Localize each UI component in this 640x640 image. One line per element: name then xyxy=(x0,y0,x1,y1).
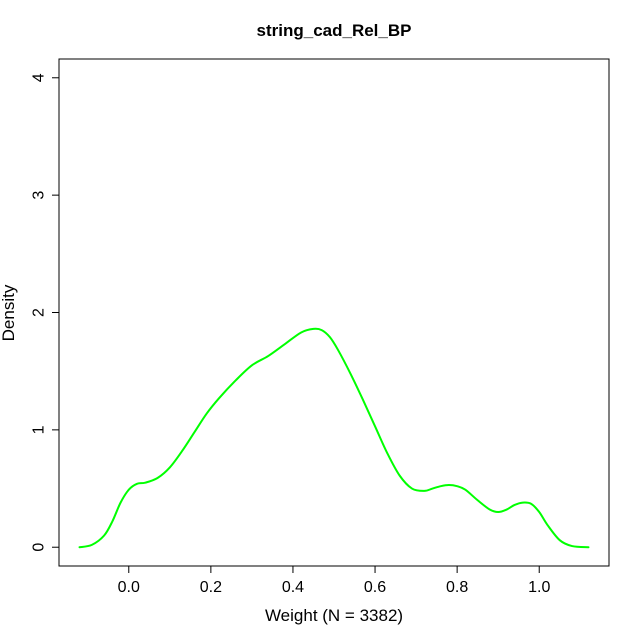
y-tick-label: 0 xyxy=(31,543,48,552)
series-line xyxy=(78,327,590,549)
x-tick-label: 0.2 xyxy=(200,579,222,596)
y-tick-label: 4 xyxy=(31,73,48,82)
plot-frame xyxy=(58,58,610,567)
y-tick-label: 3 xyxy=(31,191,48,200)
y-axis-label: Density xyxy=(0,284,18,341)
chart-title: string_cad_Rel_BP xyxy=(257,21,412,40)
y-tick-label: 2 xyxy=(31,308,48,317)
y-tick-label: 1 xyxy=(31,425,48,434)
x-tick-label: 0.0 xyxy=(118,579,140,596)
x-tick-label: 0.8 xyxy=(446,579,468,596)
x-tick-label: 0.6 xyxy=(364,579,386,596)
x-tick-label: 1.0 xyxy=(528,579,550,596)
x-axis-label: Weight (N = 3382) xyxy=(265,606,403,625)
x-tick-label: 0.4 xyxy=(282,579,304,596)
x-axis: 0.0 0.2 0.4 0.6 0.8 1.0 xyxy=(118,565,550,596)
y-axis: 0 1 2 3 4 xyxy=(31,73,60,552)
